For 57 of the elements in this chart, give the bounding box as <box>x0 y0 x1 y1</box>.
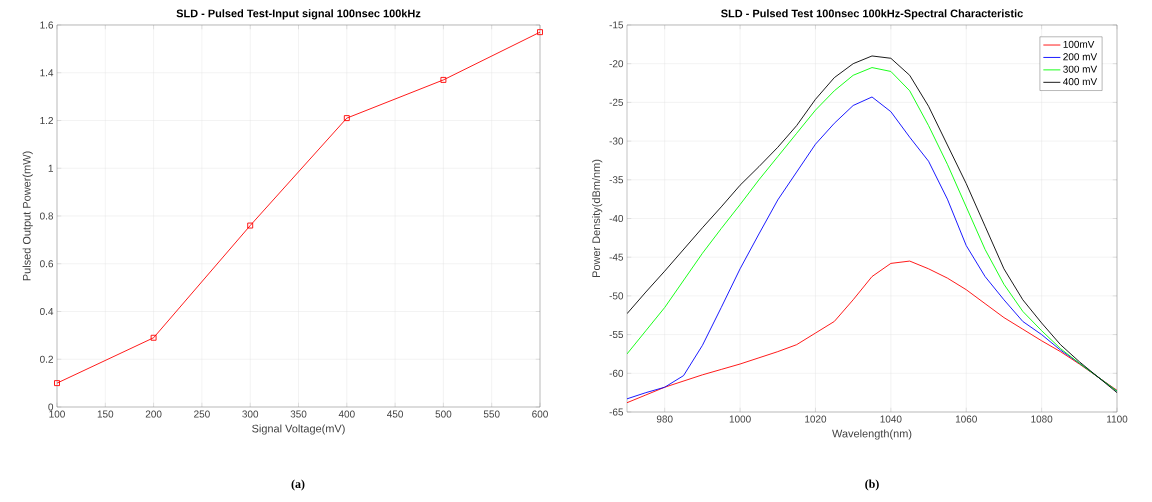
y-tick-label: -35 <box>609 176 624 184</box>
y-tick-label: 1.2 <box>40 117 53 124</box>
y-tick-label: -25 <box>609 98 624 106</box>
x-tick-label: 1100 <box>1107 415 1128 423</box>
x-tick-label: 550 <box>483 410 500 418</box>
text: (b) <box>865 479 879 491</box>
y-tick-label: 0 <box>48 403 54 411</box>
x-tick-label: 150 <box>97 410 114 418</box>
y-tick-label: 1.4 <box>40 69 54 77</box>
y-tick-label: 0.8 <box>40 212 54 220</box>
legend-label: 300 mV <box>1063 65 1098 73</box>
point <box>343 115 350 122</box>
x-tick-label: 300 <box>242 410 259 418</box>
x-tick-label: 980 <box>656 415 673 423</box>
point <box>54 380 60 387</box>
x-tick-label: 1060 <box>955 415 977 423</box>
x-tick-label: 100 <box>49 410 65 418</box>
y-tick-label: -65 <box>609 408 624 416</box>
point <box>440 76 447 83</box>
x-axis-title: Wavelength(nm) <box>832 429 912 440</box>
chart-title: SLD - Pulsed Test-Input signal 100nsec 100kHz <box>176 9 421 20</box>
chart-title: SLD - Pulsed Test 100nsec 100kHz-Spectral Characteristic <box>721 9 1023 20</box>
x-tick-label: 250 <box>194 410 210 418</box>
y-axis-title: Pulsed Output Power(mW) <box>22 151 33 281</box>
y-tick-label: -30 <box>609 137 624 145</box>
y-tick-label: -15 <box>609 21 624 29</box>
line-series <box>54 29 543 387</box>
y-tick-label: -20 <box>609 60 624 68</box>
x-tick-label: 200 <box>145 410 162 418</box>
x-tick-label: 500 <box>435 410 452 418</box>
y-tick-label: -40 <box>609 214 624 223</box>
x-tick-label: 1040 <box>880 415 902 423</box>
x-tick-label: 1080 <box>1031 415 1053 423</box>
legend-label: 100mV <box>1063 40 1095 48</box>
legend-label: 200 mV <box>1063 53 1098 61</box>
x-tick-label: 1020 <box>805 415 827 423</box>
y-axis-title: Power Density(dBm/nm) <box>592 159 603 277</box>
x-tick-label: 400 <box>338 410 355 418</box>
y-tick-label: 0.4 <box>40 307 54 316</box>
x-tick-label: 1000 <box>729 415 751 423</box>
y-tick-label: 1.6 <box>40 21 54 29</box>
y-tick-label: 0.6 <box>40 260 54 268</box>
point <box>150 334 157 341</box>
point <box>247 222 254 229</box>
point <box>537 29 543 36</box>
y-tick-label: -55 <box>609 331 624 339</box>
text: (a) <box>291 479 305 491</box>
y-tick-label: 0.2 <box>40 355 53 363</box>
x-tick-label: 350 <box>290 410 307 418</box>
y-tick-label: -45 <box>609 253 624 261</box>
y-tick-label: 1 <box>48 164 53 172</box>
y-tick-label: -60 <box>609 369 624 377</box>
legend-label: 400 mV <box>1063 78 1098 86</box>
x-axis-title: Signal Voltage(mV) <box>252 424 345 435</box>
x-tick-label: 450 <box>387 410 404 418</box>
x-tick-label: 600 <box>532 410 548 418</box>
y-tick-label: -50 <box>609 292 624 300</box>
